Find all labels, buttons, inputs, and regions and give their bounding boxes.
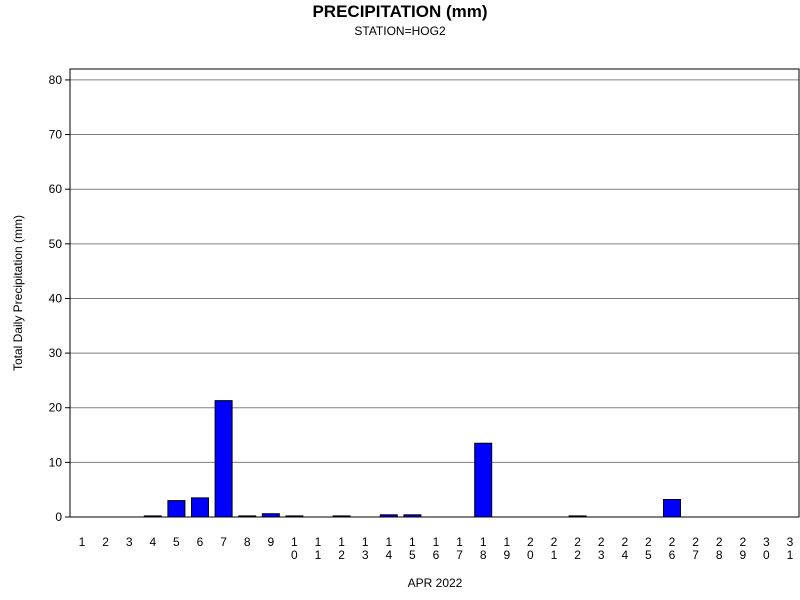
x-axis-label: APR 2022 xyxy=(408,576,463,590)
gridlines xyxy=(70,79,799,463)
x-tick-label: 8 xyxy=(244,535,251,549)
x-tick-label: 2 xyxy=(102,535,109,549)
bar-day-18 xyxy=(474,442,493,518)
y-tick-label: 80 xyxy=(49,73,63,87)
y-axis-label: Total Daily Precipitation (mm) xyxy=(11,215,25,371)
y-tick-label: 50 xyxy=(49,237,63,251)
x-tick-label: 4 xyxy=(149,535,156,549)
y-tick-label: 60 xyxy=(49,182,63,196)
y-axis-ticks: 0 10 20 30 40 50 60 70 80 xyxy=(49,73,70,524)
bar-day-6 xyxy=(191,497,209,518)
y-tick-label: 30 xyxy=(49,346,63,360)
x-tick-label: 5 xyxy=(173,535,180,549)
x-tick-label: 1 xyxy=(79,535,86,549)
x-tick-label: 3 xyxy=(126,535,133,549)
x-tick-label: 6 xyxy=(197,535,204,549)
bar-day-5 xyxy=(167,500,186,518)
bar-day-7 xyxy=(214,400,233,518)
y-tick-label: 20 xyxy=(49,401,63,415)
y-tick-label: 0 xyxy=(55,510,62,524)
bars xyxy=(143,400,681,518)
bar-day-26 xyxy=(663,499,681,518)
y-tick-label: 70 xyxy=(49,128,63,142)
x-tick-label: 7 xyxy=(220,535,227,549)
plot-frame xyxy=(69,68,800,518)
x-axis-ticks: 1 2 3 4 5 6 7 8 9 1 01 11 21 31 41 51 61 71 81 92 02 12 22 32 42… xyxy=(79,535,794,562)
y-tick-label: 10 xyxy=(49,455,63,469)
chart-subtitle: STATION=HOG2 xyxy=(354,24,446,38)
y-tick-label: 40 xyxy=(49,291,63,305)
chart-title: PRECIPITATION (mm) xyxy=(312,2,487,21)
x-tick-label: 9 xyxy=(267,535,274,549)
